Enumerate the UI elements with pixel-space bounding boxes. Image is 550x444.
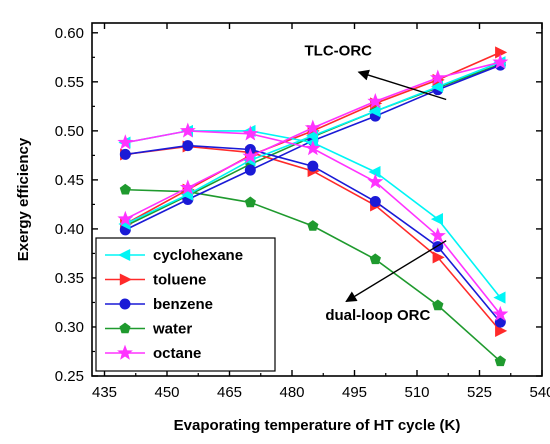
x-tick-label-480: 480 [279,384,304,401]
legend-label-toluene: toluene [153,272,206,289]
x-tick-label-525: 525 [467,384,492,401]
water-dual-loop-orc-point [494,355,506,367]
annotation-label-1: dual-loop ORC [325,307,430,324]
y-tick-label-0.45: 0.45 [55,172,84,189]
octane-tlc-orc-point [117,210,134,226]
legend-label-octane: octane [153,345,201,362]
water-dual-loop-orc-point [119,183,131,195]
annotation-arrow-1 [345,240,447,303]
plot-frame [91,22,543,377]
octane-dual-loop-orc-point [492,305,509,321]
cyclohexane-tlc-orc-point [430,80,444,93]
legend: cyclohexane toluene benzene water octane [95,237,276,372]
y-tick-label-0.55: 0.55 [55,74,84,91]
octane-dual-loop-orc-point [367,173,384,189]
toluene-dual-loop-orc-point [495,324,508,337]
octane-tlc-orc-point [179,179,196,195]
octane-dual-loop-orc-point [179,122,196,138]
cyclohexane-dual-loop-orc-point [493,291,506,304]
benzene-dual-loop-orc-point [182,140,194,152]
legend-label-benzene: benzene [153,296,213,313]
x-tick-label-465: 465 [217,384,242,401]
legend-marker-octane [117,344,133,360]
cyclohexane-tlc-orc-point [368,105,381,118]
water-dual-loop-orc-point [244,196,256,208]
cyclohexane-dual-loop-orc-point [368,165,381,179]
x-tick-label-435: 435 [92,384,117,401]
cyclohexane-dual-loop-orc-point [430,213,444,226]
octane-tlc-orc-point [492,53,509,69]
x-tick-label-450: 450 [154,384,179,401]
annotation-label-0: TLC-ORC [305,42,373,59]
benzene-tlc-orc-point [244,164,256,176]
legend-marker-water [119,322,131,334]
octane-tlc-orc-point [367,93,384,109]
y-tick-label-0.60: 0.60 [55,25,84,42]
octane-dual-loop-orc-point [242,125,259,141]
legend-label-cyclohexane: cyclohexane [153,247,243,264]
octane-tlc-orc-point [242,148,259,164]
octane-dual-loop-orc-point [117,134,134,150]
y-tick-label-0.35: 0.35 [55,270,84,287]
legend-marker-cyclohexane [118,248,131,262]
y-tick-label-0.25: 0.25 [55,368,84,385]
octane-tlc-orc-point [304,119,321,135]
x-axis-title: Evaporating temperature of HT cycle (K) [174,417,461,434]
water-dual-loop-orc-point [432,299,444,311]
x-tick-label-540: 540 [529,384,550,401]
octane-dual-loop-orc-point [429,227,446,243]
x-tick-label-495: 495 [342,384,367,401]
x-tick-label-510: 510 [404,384,429,401]
y-axis-title: Exergy efficiency [15,137,32,261]
series-layer [117,46,509,367]
legend-label-water: water [152,321,192,338]
octane-dual-loop-orc-point [304,140,321,156]
water-dual-loop-orc-point [369,253,381,265]
y-tick-label-0.50: 0.50 [55,123,84,140]
annotation-arrow-0 [357,69,447,101]
benzene-dual-loop-orc-point [119,148,131,160]
benzene-dual-loop-orc-point [307,160,319,172]
legend-marker-toluene [119,273,132,286]
water-dual-loop-orc-point [307,220,319,231]
benzene-dual-loop-orc-point [369,195,381,207]
annotations: TLC-ORC dual-loop ORC [305,42,447,324]
toluene-tlc-orc-point [495,46,508,59]
y-tick-label-0.40: 0.40 [55,221,84,238]
legend-marker-benzene [119,298,131,310]
toluene-dual-loop-orc-point [432,251,445,264]
ticks-layer: 435 450 465 480 495 510 525 540 0.25 0.30 0.35 0.40… [55,23,550,401]
y-tick-label-0.30: 0.30 [55,319,84,336]
octane-tlc-orc-point [429,69,446,85]
cyclohexane-tlc-orc-point [305,129,319,142]
